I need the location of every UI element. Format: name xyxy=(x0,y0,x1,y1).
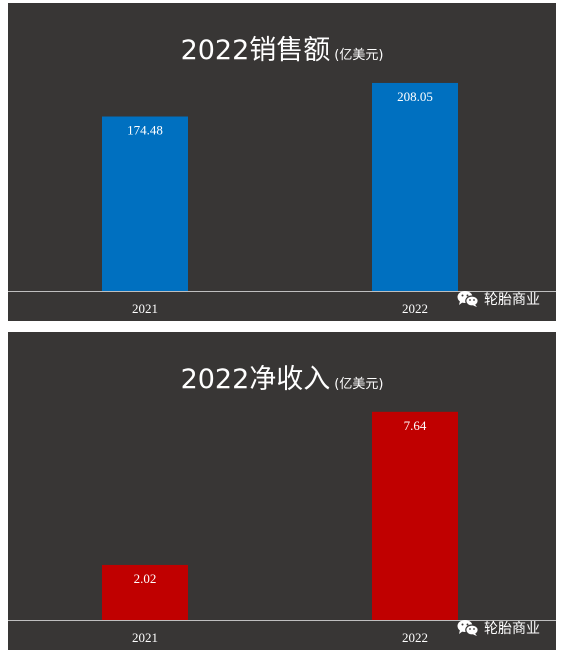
watermark-text: 轮胎商业 xyxy=(484,621,540,637)
data-label-2021: 174.48 xyxy=(127,123,163,138)
chart-title: 2022销售额 (亿美元) xyxy=(8,28,556,67)
bar-2021 xyxy=(102,116,188,292)
chart-title-unit: (亿美元) xyxy=(334,377,384,392)
chart-title: 2022净收入 (亿美元) xyxy=(8,357,556,396)
data-label-2022: 7.64 xyxy=(404,418,427,433)
x-tick-label-2021: 2021 xyxy=(132,630,158,645)
bar-2022 xyxy=(372,411,458,620)
watermark-text: 轮胎商业 xyxy=(484,292,540,308)
data-label-2021: 2.02 xyxy=(134,571,157,586)
net-income-bar-chart: 2.02 2021 7.64 2022 xyxy=(8,411,556,645)
x-tick-label-2022: 2022 xyxy=(402,301,428,316)
bar-2021 xyxy=(102,564,188,620)
wechat-icon xyxy=(457,290,479,308)
x-tick-label-2022: 2022 xyxy=(402,630,428,645)
watermark: 轮胎商业 xyxy=(457,289,540,309)
wechat-icon xyxy=(457,619,479,637)
chart-title-text: 2022净收入 xyxy=(180,364,331,395)
sales-chart-panel: 2022销售额 (亿美元) 174.48 2021 208.05 2022 轮胎商业 xyxy=(8,3,556,321)
chart-title-unit: (亿美元) xyxy=(334,48,384,63)
data-label-2022: 208.05 xyxy=(397,89,433,104)
watermark: 轮胎商业 xyxy=(457,618,540,638)
sales-bar-chart: 174.48 2021 208.05 2022 xyxy=(8,82,556,316)
net-income-chart-panel: 2022净收入 (亿美元) 2.02 2021 7.64 2022 轮胎商业 xyxy=(8,332,556,650)
chart-title-text: 2022销售额 xyxy=(180,35,331,66)
x-tick-label-2021: 2021 xyxy=(132,301,158,316)
bar-2022 xyxy=(372,82,458,291)
